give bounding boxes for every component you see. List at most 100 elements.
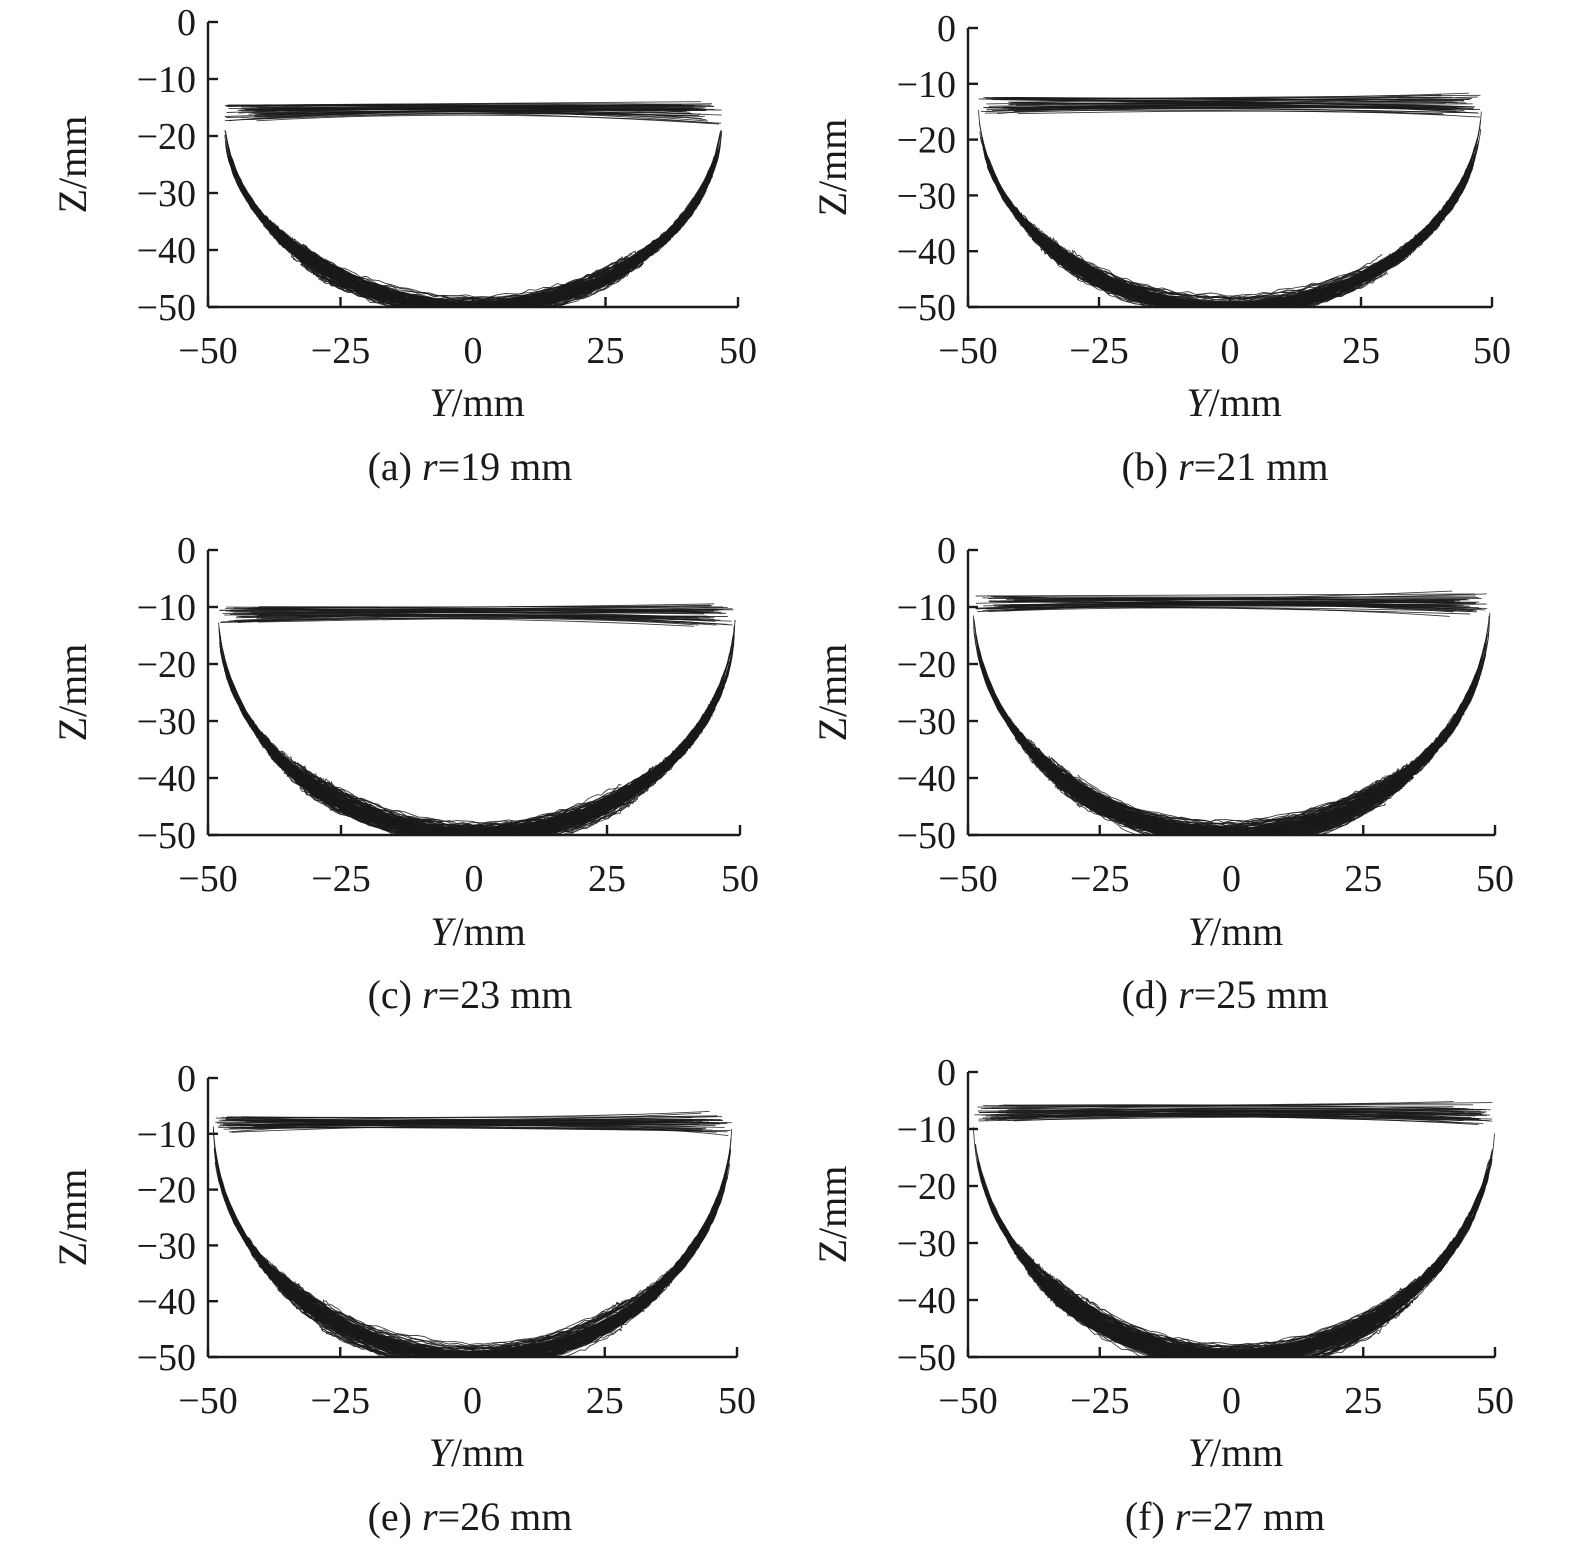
trajectory-path (218, 1169, 727, 1358)
trajectory-path (214, 1162, 731, 1358)
x-tick-label: 25 (1344, 858, 1382, 900)
trajectory-path (228, 150, 718, 308)
trajectory-path (240, 702, 715, 836)
trajectory-path (1080, 1296, 1389, 1352)
trajectory-path (226, 150, 720, 308)
trajectory-path (982, 1187, 1486, 1358)
trajectory-path (985, 671, 1479, 836)
trajectory-path (985, 152, 1475, 307)
trajectory-path (1000, 187, 1460, 308)
y-tick-label: 0 (177, 530, 196, 572)
trajectory-path (229, 671, 725, 836)
trajectory-path (1002, 194, 1457, 306)
trajectory-path (229, 677, 724, 836)
trajectory-path (972, 612, 1491, 836)
trajectory-path (219, 632, 734, 836)
y-tick-label: 0 (937, 530, 956, 572)
trajectory-path (980, 653, 1483, 836)
trajectory-path (997, 178, 1463, 308)
trajectory-path (250, 719, 704, 833)
trajectory-path (241, 1231, 703, 1355)
trajectory-path (1013, 206, 1447, 308)
trajectory-path (990, 169, 1471, 308)
trajectory-path (258, 208, 689, 305)
trajectory-path (986, 674, 1477, 836)
trajectory-path (238, 695, 715, 835)
x-tick-label: 0 (1221, 330, 1240, 372)
trajectory-path (213, 1148, 731, 1358)
panel-c: 0 −10 −20 −30 −40 −50−50 −25 0 25 50 Z/mm Y/mm (c) r… (50, 530, 759, 1017)
trajectory-path (1080, 786, 1384, 823)
trajectory-path (222, 1191, 723, 1358)
trajectory-path (998, 702, 1465, 836)
trajectory-path (996, 702, 1467, 836)
trajectory-path (989, 685, 1474, 836)
trajectory-path (227, 144, 718, 308)
trajectory-path (233, 173, 713, 308)
trajectory-path (986, 161, 1475, 308)
trajectory-path (990, 689, 1472, 836)
trajectory-path (983, 664, 1480, 836)
trajectory-path (244, 189, 701, 308)
trajectory-path (1001, 709, 1462, 835)
trajectory-path (1017, 1243, 1452, 1353)
trajectory-path (214, 1146, 731, 1358)
trajectory-series (218, 603, 736, 836)
trajectory-path (1010, 199, 1450, 306)
trajectory-path (247, 714, 706, 833)
trajectory-path (973, 622, 1489, 836)
trajectory-path (1004, 708, 1459, 834)
trajectory-path (217, 1174, 728, 1357)
trajectory-path (231, 155, 715, 308)
trajectory-series (212, 1110, 732, 1358)
y-tick-label: −50 (137, 287, 196, 329)
trajectory-path (238, 182, 709, 308)
trajectory-path (983, 150, 1477, 308)
trajectory-path (990, 169, 1469, 308)
trajectory-path (232, 690, 722, 836)
trajectory-path (221, 1190, 724, 1358)
trajectory-path (981, 1173, 1487, 1358)
trajectory-path (982, 661, 1481, 836)
trajectory-path (233, 174, 713, 308)
trajectory-path (231, 159, 715, 308)
trajectory-rim-path (975, 593, 1476, 597)
trajectory-path (234, 1221, 710, 1358)
trajectory-path (227, 146, 719, 308)
trajectory-path (978, 657, 1485, 836)
trajectory-path (225, 134, 722, 308)
panel-caption: (c) r=23 mm (368, 972, 573, 1017)
trajectory-path (240, 188, 705, 308)
trajectory-path (240, 708, 714, 836)
trajectory-path (234, 690, 719, 836)
x-tick-label: 0 (1222, 858, 1241, 900)
panel-caption: (a) r=19 mm (368, 444, 573, 489)
trajectory-path (1033, 223, 1428, 307)
panel-d: 0 −10 −20 −30 −40 −50−50 −25 0 25 50 Z/mm Y/mm (d) r… (810, 530, 1514, 1017)
trajectory-path (989, 1201, 1478, 1358)
trajectory-path (223, 1192, 723, 1358)
trajectory-path (214, 1155, 730, 1358)
trajectory-path (249, 713, 704, 835)
trajectory-path (214, 1155, 731, 1358)
trajectory-path (223, 657, 730, 836)
panel-b: 0 −10 −20 −30 −40 −50−50 −25 0 25 50 Z/mm Y/mm (b) r… (810, 8, 1511, 489)
trajectory-path (1008, 196, 1452, 307)
trajectory-path (997, 183, 1462, 306)
y-tick-label: −20 (897, 1166, 956, 1208)
trajectory-path (985, 157, 1475, 308)
trajectory-path (246, 195, 699, 306)
trajectory-path (987, 159, 1472, 308)
trajectory-path (261, 731, 692, 833)
trajectory-path (1020, 1249, 1448, 1353)
y-tick-label: 0 (937, 1052, 956, 1094)
trajectory-path (998, 184, 1462, 308)
trajectory-path (223, 661, 730, 836)
trajectory-path (985, 671, 1478, 836)
trajectory-path (982, 145, 1478, 308)
trajectory-rim-path (1009, 1101, 1454, 1107)
trajectory-series (978, 92, 1482, 308)
trajectory-rim-path (1020, 94, 1481, 100)
trajectory-path (979, 1173, 1489, 1358)
